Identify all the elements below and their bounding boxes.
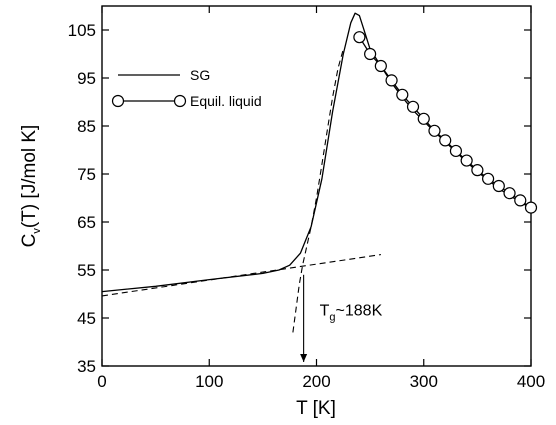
tg-label: Tg~188K	[320, 303, 383, 324]
data-point	[482, 172, 495, 185]
y-tick-label: 75	[77, 165, 96, 184]
tg-annotation: Tg~188K	[300, 274, 383, 362]
data-point	[353, 31, 366, 44]
y-tick-label: 65	[77, 213, 96, 232]
y-tick-label: 95	[77, 69, 96, 88]
x-tick-label: 200	[302, 372, 330, 391]
data-point	[385, 74, 398, 87]
legend-label-sg: SG	[190, 67, 210, 83]
series-glass-fit	[101, 254, 381, 297]
data-point	[514, 194, 527, 207]
series-sg	[101, 12, 532, 293]
data-point	[471, 164, 484, 177]
x-tick-label: 100	[195, 372, 223, 391]
data-point	[503, 187, 516, 200]
data-point	[439, 134, 452, 147]
y-tick-label: 55	[77, 261, 96, 280]
legend-label-liquid: Equil. liquid	[190, 93, 262, 109]
data-point	[417, 112, 430, 125]
plot-frame	[101, 5, 532, 367]
tg-arrowhead	[300, 354, 308, 362]
series-liquid-fit	[292, 49, 344, 333]
data-point	[524, 201, 538, 214]
y-tick-label: 85	[77, 117, 96, 136]
series-layer	[101, 12, 538, 333]
data-point	[449, 144, 463, 158]
legend-marker	[173, 94, 187, 108]
legend: SG Equil. liquid	[111, 67, 262, 109]
data-point	[492, 179, 505, 193]
x-tick-label: 400	[517, 372, 545, 391]
data-point	[396, 88, 409, 101]
data-point	[428, 124, 441, 137]
legend-marker	[111, 94, 125, 108]
data-point	[374, 59, 387, 73]
data-point	[364, 47, 377, 61]
x-tick-label: 300	[410, 372, 438, 391]
x-tick-label: 0	[97, 372, 106, 391]
data-point	[460, 154, 473, 167]
axis-ticks: 0 100 200 300 400 35 45 55 65 75 85 95 105	[68, 6, 545, 391]
y-axis-title: Cv(T) [J/mol K]	[19, 125, 43, 248]
y-tick-label: 105	[68, 21, 96, 40]
x-axis-title: T [K]	[296, 398, 336, 419]
y-tick-label: 45	[77, 309, 96, 328]
y-tick-label: 35	[77, 357, 96, 376]
data-point	[406, 100, 420, 113]
